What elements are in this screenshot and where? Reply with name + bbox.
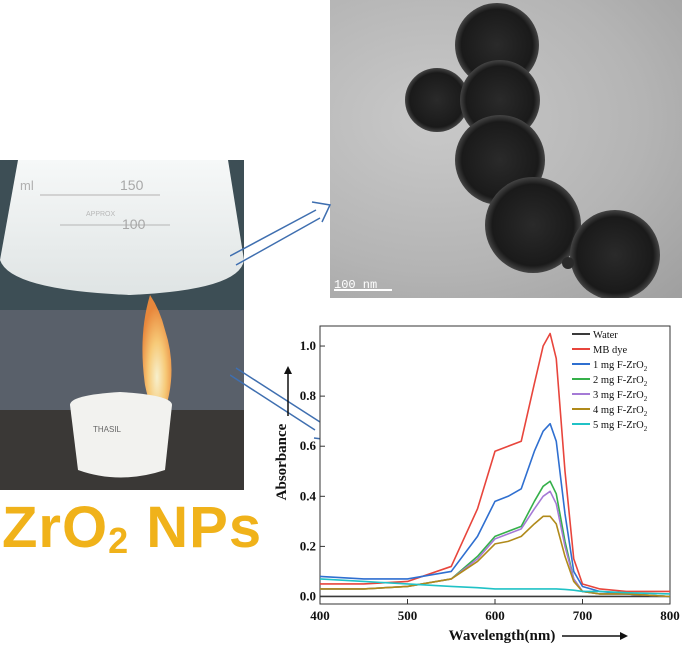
y-tick-label: 1.0 [300,338,316,353]
arrow-to-chart [230,367,321,431]
flame-synthesis-photo: ml 150 APPROX 100 THASIL [0,160,244,490]
tem-particles: 100 nm [334,3,660,298]
series-line-5-mg-f-zro2 [319,578,671,595]
y-axis-label: Absorbance [274,423,290,500]
scale-bar-label: 100 nm [334,278,377,292]
flask-mark-150: 150 [120,177,144,193]
title-subscript: 2 [108,520,130,561]
legend-label: 2 mg F-ZrO2 [593,375,648,388]
title-main: ZrO [2,495,109,560]
legend-label: 5 mg F-ZrO2 [593,420,648,433]
arrow-to-tem [230,209,321,266]
y-tick-label: 0.6 [300,438,317,453]
x-tick-label: 600 [485,608,505,623]
title-suffix: NPs [129,495,263,560]
flame-photo-illustration: ml 150 APPROX 100 THASIL [0,160,244,490]
y-tick-label: 0.0 [300,588,316,603]
crucible-label: THASIL [93,425,122,434]
tem-micrograph: 100 nm [330,0,682,298]
chart-legend: Water MB dye 1 mg F-ZrO2 2 mg F-ZrO2 3 mg F-… [572,330,648,433]
connection-arrows [230,201,332,441]
flask-brand: APPROX [86,211,116,218]
arrowhead-tem [311,201,332,223]
erlenmeyer-flask [0,160,244,295]
y-tick-label: 0.8 [300,388,317,403]
flask-mark-100: 100 [122,216,146,232]
absorbance-chart: 400 500 600 700 800 0.0 0.2 0.4 0.6 0.8 1.0 Water M… [274,325,680,644]
flask-volume-unit: ml [20,178,34,193]
crucible [70,392,172,478]
flame [142,295,172,413]
legend-label: 4 mg F-ZrO2 [593,405,648,418]
legend-label: 1 mg F-ZrO2 [593,360,648,373]
x-tick-label: 500 [398,608,418,623]
y-tick-label: 0.4 [300,488,317,503]
x-tick-label: 700 [573,608,593,623]
series-line-mb-dye [320,332,670,593]
axis-ticks: 400 500 600 700 800 0.0 0.2 0.4 0.6 0.8 1.0 [300,338,680,623]
x-tick-label: 400 [310,608,330,623]
legend-label: MB dye [593,345,627,356]
x-axis-label: Wavelength(nm) [449,628,556,644]
legend-label: 3 mg F-ZrO2 [593,390,648,403]
x-tick-label: 800 [660,608,680,623]
zro2-nps-title: ZrO2 NPs [2,494,262,562]
plot-frame [319,325,671,605]
y-axis-arrowhead [284,366,292,374]
legend-label: Water [593,330,618,341]
chart-series [319,332,671,598]
series-line-1-mg-f-zro2 [319,422,671,598]
y-tick-label: 0.2 [300,538,316,553]
x-axis-arrowhead [620,632,628,640]
